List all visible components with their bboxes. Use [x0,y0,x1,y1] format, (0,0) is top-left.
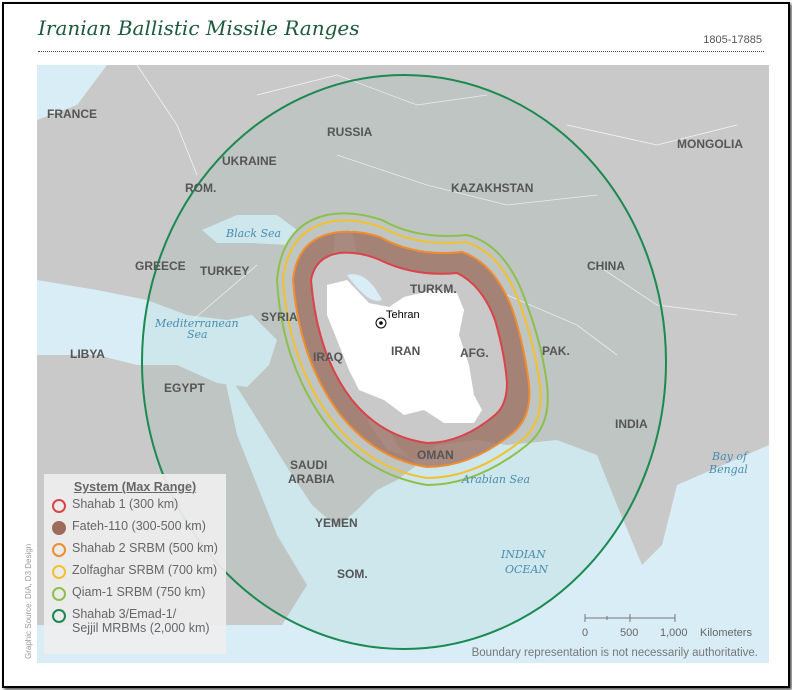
legend-item-qiam1: Qiam-1 SRBM (750 km) [52,585,218,607]
iran [327,280,482,423]
svg-text:Mediterranean: Mediterranean [154,317,239,330]
svg-text:TURKEY: TURKEY [200,264,249,278]
ring-swatch-icon [52,543,66,557]
ring-swatch-icon [52,499,66,513]
country-labels: FRANCE RUSSIA UKRAINE ROM. KAZAKHSTAN MO… [47,107,743,581]
svg-text:KAZAKHSTAN: KAZAKHSTAN [451,181,533,195]
sea-areas [37,65,769,663]
svg-text:Sea: Sea [187,328,208,341]
svg-text:YEMEN: YEMEN [315,516,358,530]
svg-text:PAK.: PAK. [542,344,570,358]
ring-swatch-icon [52,587,66,601]
svg-text:IRAN: IRAN [391,344,420,358]
legend-heading: System (Max Range) [73,480,197,494]
tehran-marker [375,317,387,329]
svg-text:UKRAINE: UKRAINE [222,154,277,168]
ring-swatch-icon [52,609,66,623]
svg-text:OMAN: OMAN [417,448,454,462]
svg-text:Bay of: Bay of [711,450,749,463]
svg-text:INDIAN: INDIAN [500,548,546,561]
svg-text:FRANCE: FRANCE [47,107,97,121]
ring-swatch-icon [52,565,66,579]
svg-text:EGYPT: EGYPT [164,381,205,395]
svg-text:SAUDI: SAUDI [290,458,327,472]
city-tehran: Tehran [386,309,420,321]
legend-item-shahab3: Shahab 3/Emad-1/Sejjil MRBMs (2,000 km) [52,607,218,643]
graphic-credit: Graphic Source: DIA, D3 Design [24,543,33,659]
title-divider [38,51,764,52]
svg-text:Black Sea: Black Sea [225,227,281,240]
svg-text:AFG.: AFG. [460,346,489,360]
filled-swatch-icon [52,521,66,535]
scale-bar-graphic [584,614,676,622]
svg-text:OCEAN: OCEAN [505,563,548,576]
figure-code: 1805-17885 [703,34,762,46]
svg-text:GREECE: GREECE [135,259,186,273]
scale-bar: 0 500 1,000 Kilometers [582,612,752,639]
svg-text:SYRIA: SYRIA [261,310,298,324]
svg-text:TURKM.: TURKM. [410,282,457,296]
legend-item-fateh110: Fateh-110 (300-500 km) [52,519,218,541]
svg-text:CHINA: CHINA [587,259,625,273]
map-title: Iranian Ballistic Missile Ranges [38,16,360,40]
svg-text:INDIA: INDIA [615,417,648,431]
svg-text:Arabian Sea: Arabian Sea [461,473,530,486]
svg-text:ARABIA: ARABIA [288,472,335,486]
disclaimer: Boundary representation is not necessari… [471,647,758,659]
svg-text:SOM.: SOM. [337,567,368,581]
legend-item-shahab2: Shahab 2 SRBM (500 km) [52,541,218,563]
sea-labels: Black Sea Mediterranean Sea Arabian Sea … [154,227,749,576]
map-canvas: Tehran FRANCE RUSSIA UKRAINE ROM. KAZAKH… [37,65,769,663]
svg-text:MONGOLIA: MONGOLIA [677,137,743,151]
legend-item-shahab1: Shahab 1 (300 km) [52,497,218,519]
svg-text:RUSSIA: RUSSIA [327,125,373,139]
svg-text:LIBYA: LIBYA [70,347,105,361]
svg-text:ROM.: ROM. [185,181,216,195]
svg-text:Bengal: Bengal [708,463,748,476]
legend-item-zolfaghar: Zolfaghar SRBM (700 km) [52,563,218,585]
svg-text:IRAQ: IRAQ [313,350,343,364]
range-ring-zolfaghar [281,219,542,480]
range-ring-qiam1 [275,212,549,487]
legend: System (Max Range) Shahab 1 (300 km) Fat… [44,474,226,654]
